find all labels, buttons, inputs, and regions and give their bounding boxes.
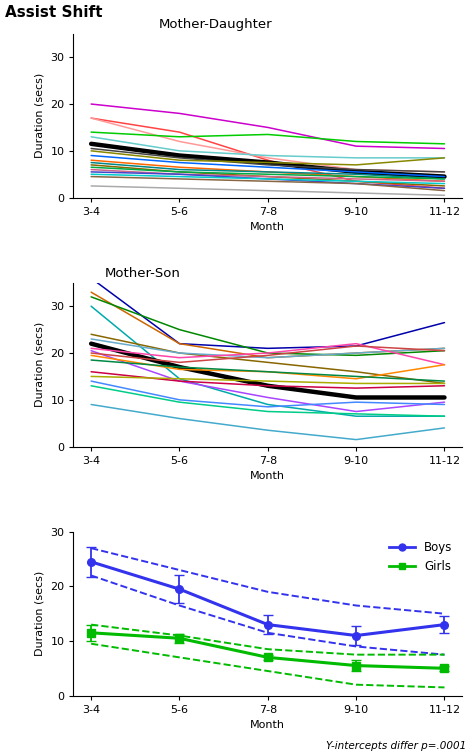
Y-axis label: Duration (secs): Duration (secs)	[35, 322, 45, 408]
Text: Mother-Son: Mother-Son	[105, 267, 181, 280]
Text: Mother-Daughter: Mother-Daughter	[159, 18, 273, 32]
X-axis label: Month: Month	[250, 223, 285, 232]
Text: Assist Shift: Assist Shift	[5, 5, 102, 20]
Y-axis label: Duration (secs): Duration (secs)	[35, 571, 45, 656]
X-axis label: Month: Month	[250, 472, 285, 481]
Y-axis label: Duration (secs): Duration (secs)	[35, 73, 45, 159]
Legend: Boys, Girls: Boys, Girls	[385, 538, 456, 577]
X-axis label: Month: Month	[250, 720, 285, 730]
Text: Y-intercepts differ p=.0001: Y-intercepts differ p=.0001	[326, 741, 466, 751]
